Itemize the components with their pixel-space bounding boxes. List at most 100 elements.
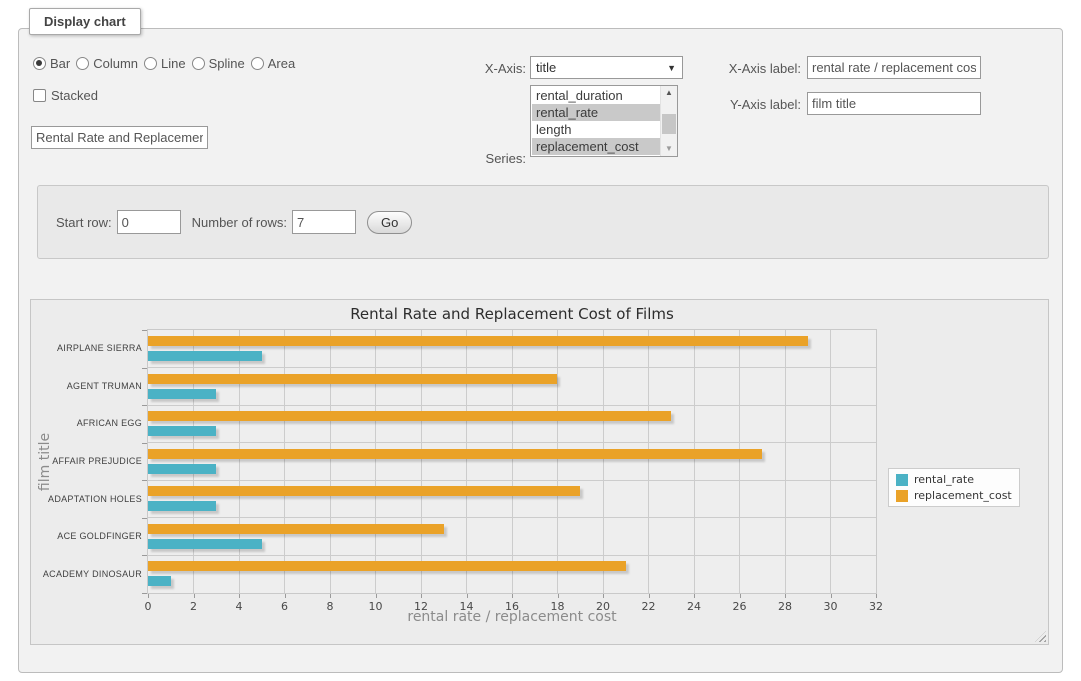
x-tick-mark	[603, 594, 604, 598]
x-axis-selected-value: title	[536, 60, 556, 75]
y-tick-mark	[142, 555, 147, 556]
legend-swatch	[896, 490, 908, 502]
bar-rental_rate	[148, 426, 216, 436]
gridline	[512, 330, 513, 593]
legend-label: rental_rate	[914, 473, 974, 486]
chart-title: Rental Rate and Replacement Cost of Film…	[148, 305, 876, 323]
go-button[interactable]: Go	[367, 211, 412, 234]
chart-legend: rental_rate replacement_cost	[888, 468, 1020, 507]
x-tick-mark	[194, 594, 195, 598]
radio-icon[interactable]	[76, 57, 89, 70]
series-option-replacement_cost[interactable]: replacement_cost	[532, 138, 660, 155]
gridline	[148, 555, 876, 556]
x-tick-mark	[740, 594, 741, 598]
scrollbar-thumb[interactable]	[662, 114, 676, 134]
y-tick-mark	[142, 443, 147, 444]
y-axis-label-input[interactable]	[807, 92, 981, 115]
x-tick-label: 20	[596, 600, 610, 613]
series-listbox[interactable]: rental_durationrental_ratelengthreplacem…	[530, 85, 678, 157]
x-tick-mark	[148, 594, 149, 598]
y-category-label: AIRPLANE SIERRA	[31, 343, 142, 353]
y-tick-mark	[142, 518, 147, 519]
y-tick-mark	[142, 330, 147, 331]
x-tick-label: 4	[236, 600, 243, 613]
x-tick-label: 32	[869, 600, 883, 613]
chart-type-option-line[interactable]: Line	[144, 56, 186, 71]
radio-icon[interactable]	[251, 57, 264, 70]
y-category-label: AFFAIR PREJUDICE	[31, 456, 142, 466]
gridline	[148, 405, 876, 406]
x-tick-label: 8	[327, 600, 334, 613]
gridline	[375, 330, 376, 593]
chart-type-option-area[interactable]: Area	[251, 56, 295, 71]
x-tick-label: 0	[145, 600, 152, 613]
bar-replacement_cost	[148, 449, 762, 459]
y-axis-label-label: Y-Axis label:	[639, 97, 801, 112]
chart-type-label: Spline	[209, 56, 245, 71]
gridline	[148, 367, 876, 368]
x-tick-mark	[421, 594, 422, 598]
chart-type-option-spline[interactable]: Spline	[192, 56, 245, 71]
scroll-down-icon[interactable]: ▼	[661, 142, 677, 156]
chart-type-option-column[interactable]: Column	[76, 56, 138, 71]
x-tick-mark	[876, 594, 877, 598]
chart-type-label: Area	[268, 56, 295, 71]
gridline	[330, 330, 331, 593]
bar-rental_rate	[148, 501, 216, 511]
x-tick-label: 18	[551, 600, 565, 613]
stacked-checkbox[interactable]	[33, 89, 46, 102]
bar-rental_rate	[148, 389, 216, 399]
chart-type-label: Line	[161, 56, 186, 71]
y-tick-mark	[142, 593, 147, 594]
x-axis-label-input[interactable]	[807, 56, 981, 79]
number-of-rows-input[interactable]	[292, 210, 356, 234]
x-tick-mark	[831, 594, 832, 598]
y-category-label: ADAPTATION HOLES	[31, 494, 142, 504]
y-category-label: ACE GOLDFINGER	[31, 531, 142, 541]
x-tick-label: 22	[642, 600, 656, 613]
bar-replacement_cost	[148, 411, 671, 421]
start-row-input[interactable]	[117, 210, 181, 234]
rows-panel: Start row: Number of rows: Go	[37, 185, 1049, 259]
x-tick-mark	[694, 594, 695, 598]
bar-rental_rate	[148, 576, 171, 586]
gridline	[739, 330, 740, 593]
gridline	[785, 330, 786, 593]
radio-icon[interactable]	[144, 57, 157, 70]
radio-icon[interactable]	[192, 57, 205, 70]
gridline	[421, 330, 422, 593]
x-tick-label: 24	[687, 600, 701, 613]
radio-icon[interactable]	[33, 57, 46, 70]
legend-label: replacement_cost	[914, 489, 1012, 502]
gridline	[148, 517, 876, 518]
chart-title-input[interactable]	[31, 126, 208, 149]
gridline	[239, 330, 240, 593]
series-option-length[interactable]: length	[532, 121, 660, 138]
x-tick-label: 14	[460, 600, 474, 613]
x-tick-mark	[558, 594, 559, 598]
y-tick-mark	[142, 480, 147, 481]
y-tick-mark	[142, 405, 147, 406]
x-tick-label: 16	[505, 600, 519, 613]
chart-container: Rental Rate and Replacement Cost of Film…	[30, 299, 1049, 645]
stacked-checkbox-row[interactable]: Stacked	[33, 88, 98, 103]
bar-rental_rate	[148, 351, 262, 361]
chart-type-label: Column	[93, 56, 138, 71]
y-category-label: AFRICAN EGG	[31, 418, 142, 428]
x-tick-mark	[239, 594, 240, 598]
chart-type-label: Bar	[50, 56, 70, 71]
legend-item: replacement_cost	[896, 489, 1012, 502]
resize-grip-icon[interactable]	[1035, 631, 1046, 642]
chart-type-option-bar[interactable]: Bar	[33, 56, 70, 71]
bar-replacement_cost	[148, 374, 557, 384]
x-tick-mark	[649, 594, 650, 598]
x-tick-mark	[785, 594, 786, 598]
display-chart-panel: Display chart BarColumnLineSplineArea St…	[18, 28, 1063, 673]
number-of-rows-label: Number of rows:	[192, 215, 287, 230]
x-tick-mark	[376, 594, 377, 598]
gridline	[148, 442, 876, 443]
x-tick-mark	[512, 594, 513, 598]
x-tick-label: 10	[369, 600, 383, 613]
legend-item: rental_rate	[896, 473, 1012, 486]
x-axis-label-label: X-Axis label:	[639, 61, 801, 76]
